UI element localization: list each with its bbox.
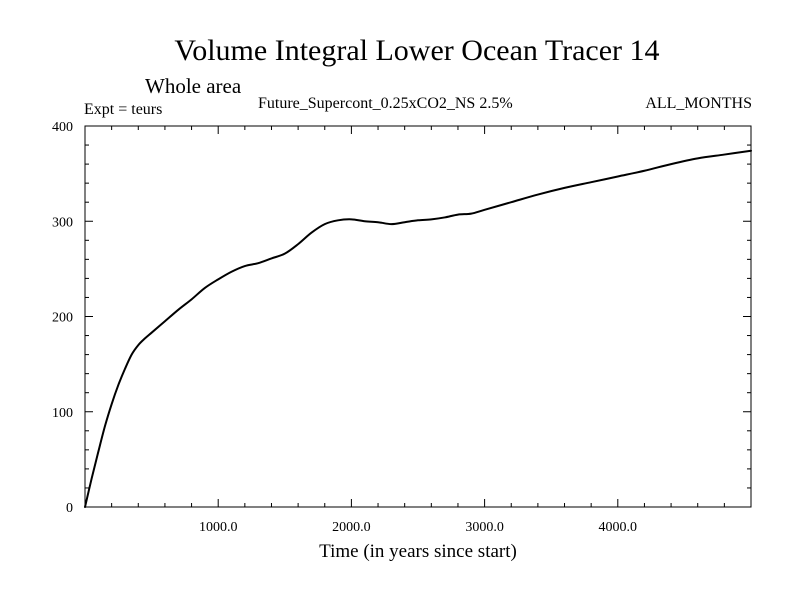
chart-title: Volume Integral Lower Ocean Tracer 14 <box>174 34 659 67</box>
y-tick-label: 400 <box>52 120 73 135</box>
experiment-label: Expt = teurs <box>84 101 162 118</box>
y-tick-label: 0 <box>66 501 73 516</box>
x-tick-label: 1000.0 <box>199 520 238 535</box>
x-axis-label: Time (in years since start) <box>319 541 517 562</box>
axis-ticks <box>85 126 751 507</box>
run-label: Future_Supercont_0.25xCO2_NS 2.5% <box>258 95 513 112</box>
x-tick-label: 3000.0 <box>465 520 504 535</box>
y-tick-label: 100 <box>52 406 73 421</box>
x-tick-label: 4000.0 <box>599 520 638 535</box>
tick-labels: 1000.0 2000.0 3000.0 4000.0 0 100 200 300 400 <box>52 120 637 535</box>
y-tick-label: 300 <box>52 215 73 230</box>
series-line <box>84 149 752 508</box>
x-tick-label: 2000.0 <box>332 520 371 535</box>
y-tick-label: 200 <box>52 311 73 326</box>
plot-frame <box>84 125 752 508</box>
period-label: ALL_MONTHS <box>645 95 752 112</box>
chart-subtitle: Whole area <box>145 74 242 98</box>
